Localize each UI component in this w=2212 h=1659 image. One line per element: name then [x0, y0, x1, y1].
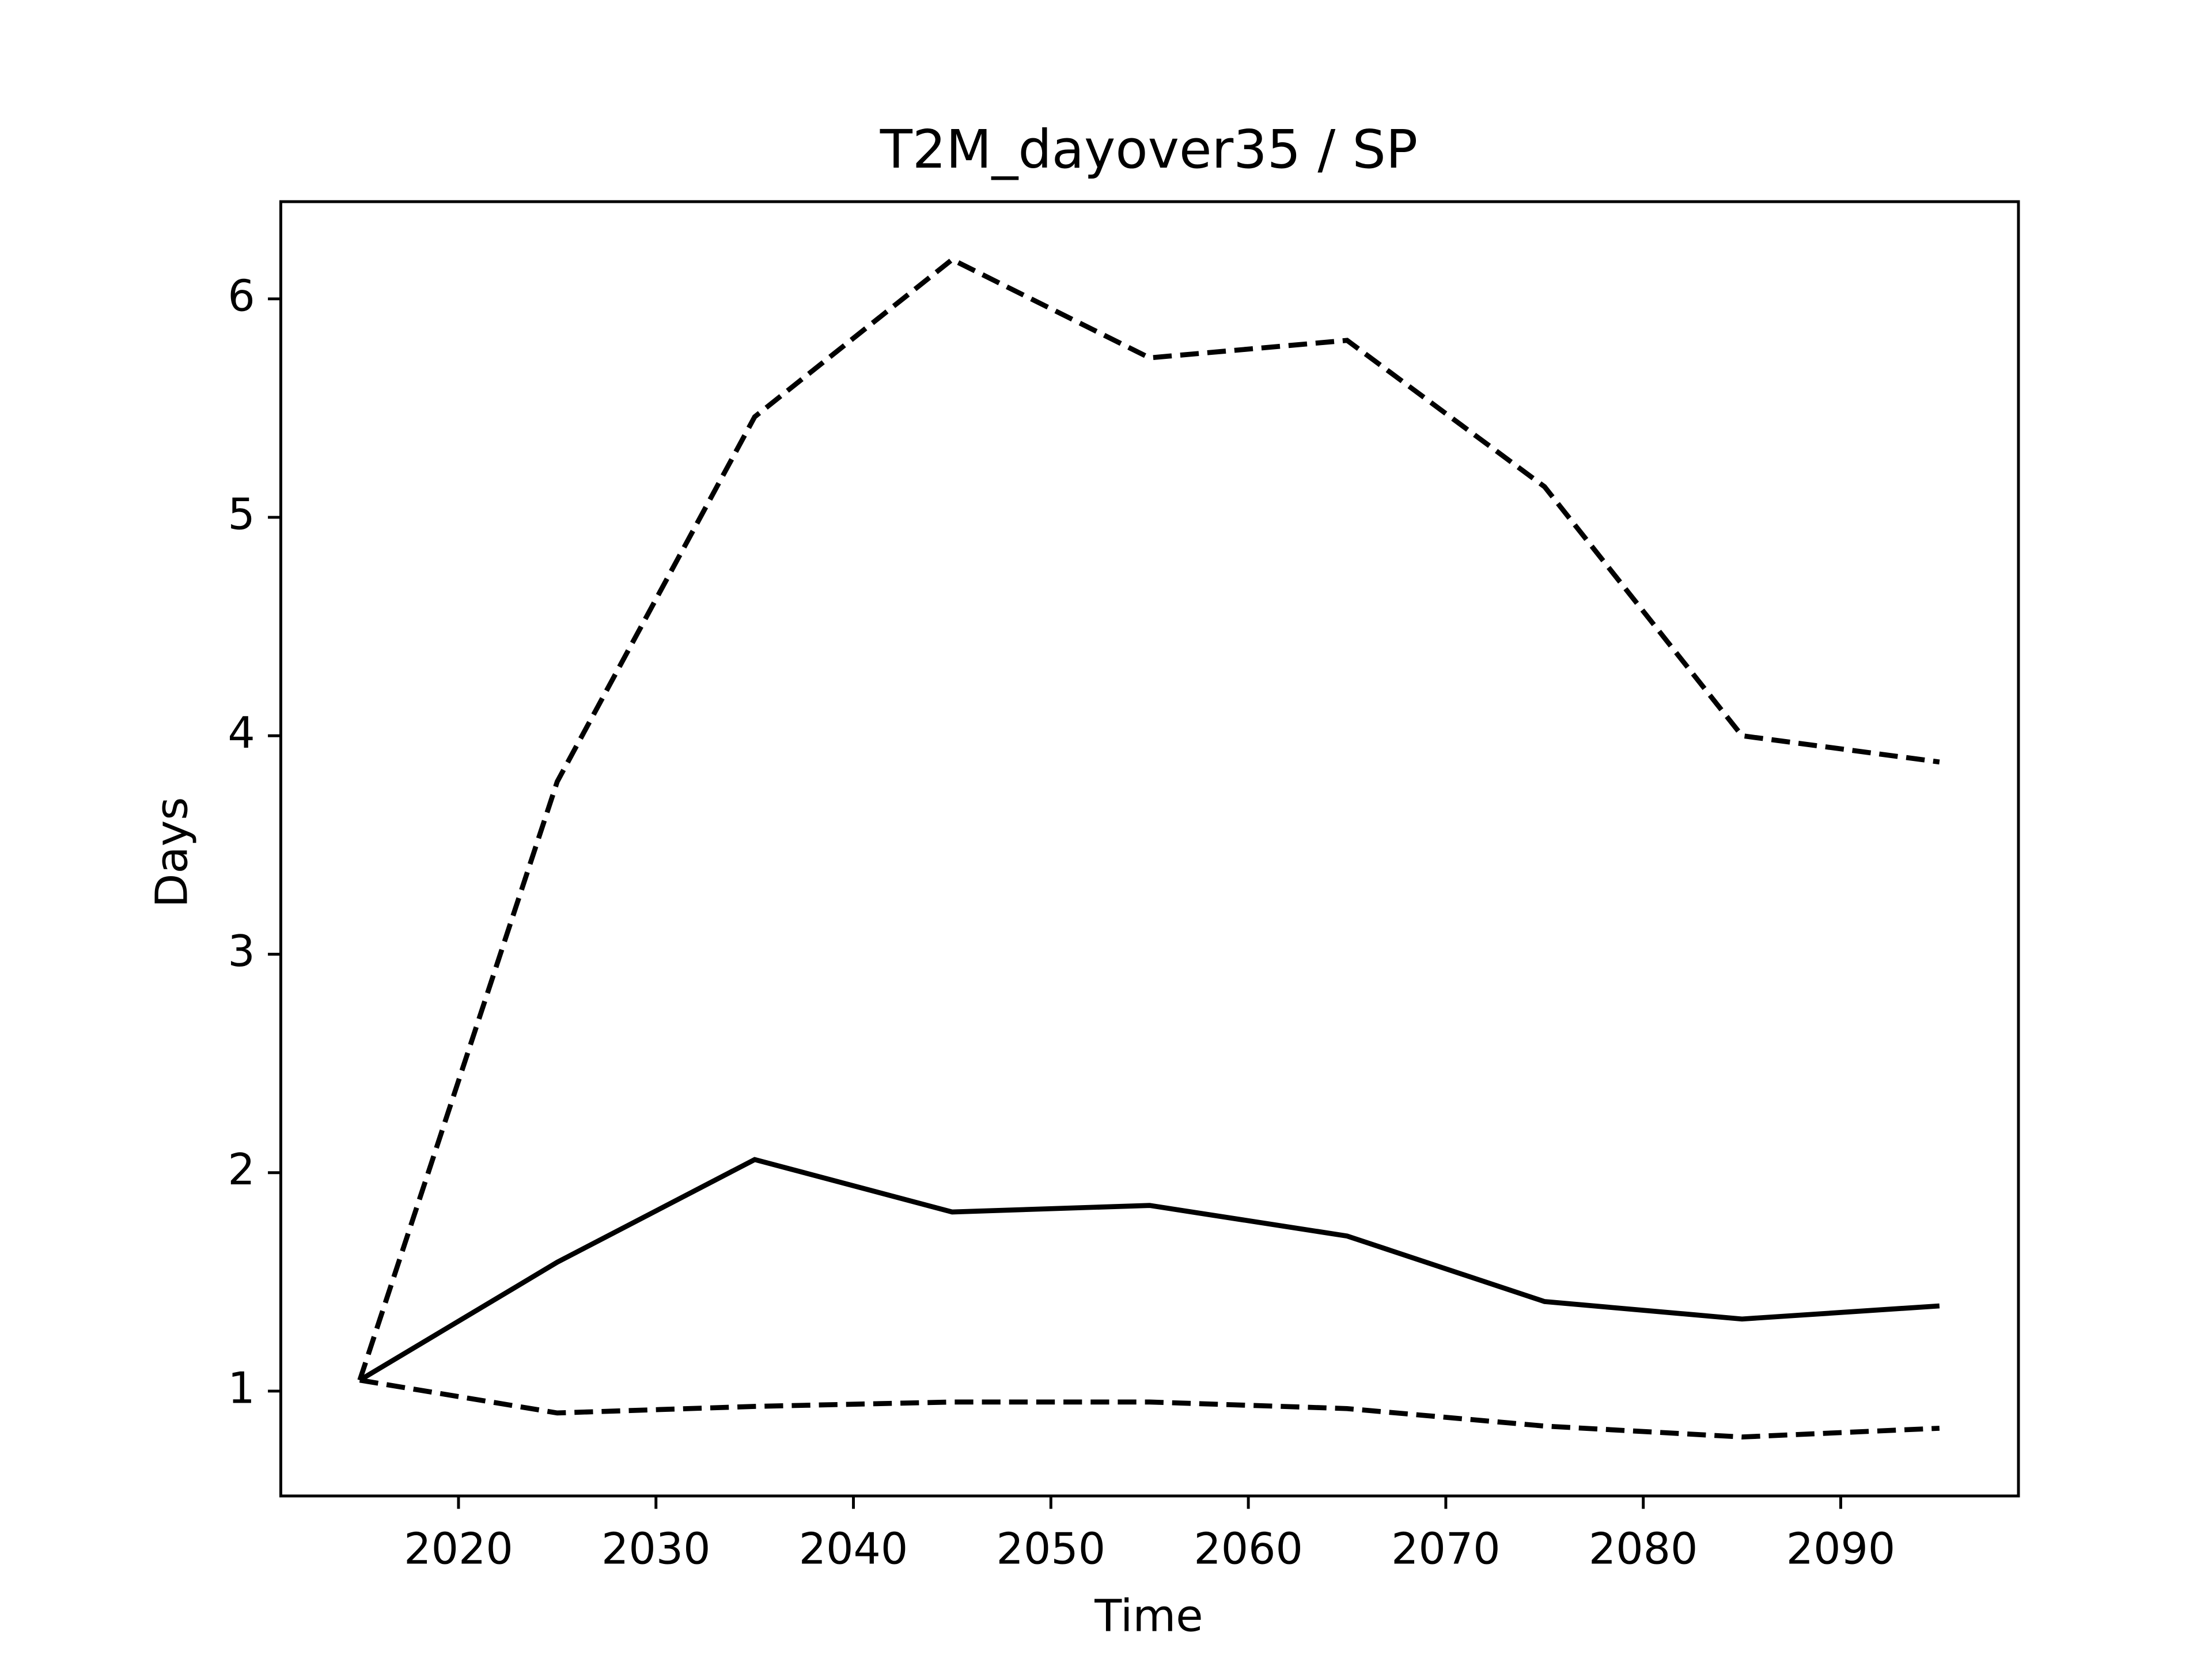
y-axis-label: Days	[147, 797, 198, 908]
data-line	[358, 1157, 1940, 1382]
data-line	[359, 1377, 1940, 1440]
x-axis-label: Time	[1094, 1590, 1203, 1642]
y-tick-label: 5	[228, 490, 255, 540]
plot-frame	[279, 200, 2020, 1498]
x-tick-label: 2060	[1194, 1524, 1303, 1574]
x-tick-label: 2090	[1786, 1524, 1896, 1574]
data-line	[357, 256, 1940, 1381]
y-tick-label: 4	[228, 708, 255, 758]
x-tick-label: 2050	[997, 1524, 1106, 1574]
y-tick-label: 6	[228, 271, 255, 321]
x-tick-label: 2020	[404, 1524, 513, 1574]
y-tick-label: 1	[228, 1363, 255, 1413]
y-tick-label: 2	[228, 1145, 255, 1195]
chart-title: T2M_dayover35 / SP	[880, 119, 1418, 180]
y-tick-label: 3	[228, 926, 255, 976]
x-tick-label: 2080	[1589, 1524, 1698, 1574]
x-tick-label: 2070	[1391, 1524, 1501, 1574]
x-tick-label: 2040	[799, 1524, 908, 1574]
x-tick-label: 2030	[601, 1524, 711, 1574]
